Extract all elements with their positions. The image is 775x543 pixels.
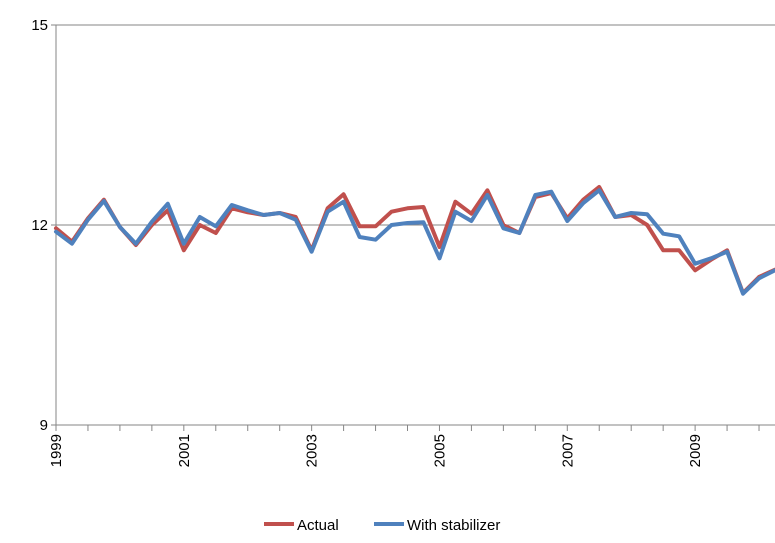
series-line-actual — [54, 185, 775, 295]
y-tick-label: 15 — [31, 17, 48, 34]
legend: Actual With stabilizer — [264, 517, 500, 534]
x-tick-label: 2001 — [176, 434, 193, 467]
x-tick-label: 2003 — [304, 434, 321, 467]
series-line-with-stabilizer — [54, 188, 775, 296]
y-axis-labels: 9 12 15 — [31, 17, 48, 434]
y-tick-label: 9 — [40, 417, 48, 434]
x-tick-label: 2005 — [431, 434, 448, 467]
x-tick-label: 1999 — [48, 434, 65, 467]
x-tick-label: 2009 — [687, 434, 704, 467]
x-axis-labels: 1999 2001 2003 2005 2007 2009 — [48, 434, 704, 467]
legend-label: With stabilizer — [407, 517, 500, 534]
series-lines — [54, 185, 775, 296]
gridlines — [56, 24, 775, 226]
y-tick-label: 12 — [31, 217, 48, 234]
axes — [51, 24, 775, 431]
legend-label: Actual — [297, 517, 339, 534]
x-tick-label: 2007 — [559, 434, 576, 467]
